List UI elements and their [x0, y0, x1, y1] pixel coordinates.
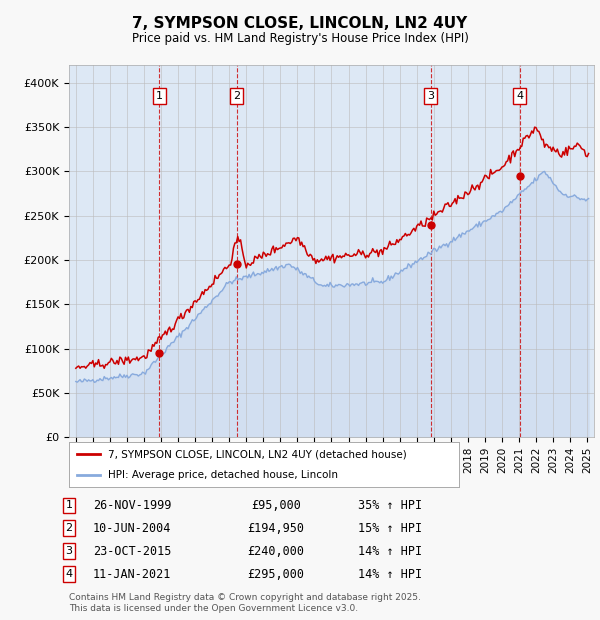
- Text: 3: 3: [427, 91, 434, 101]
- Text: 35% ↑ HPI: 35% ↑ HPI: [358, 499, 422, 511]
- Text: 4: 4: [516, 91, 523, 101]
- Text: 23-OCT-2015: 23-OCT-2015: [93, 545, 171, 557]
- Text: 14% ↑ HPI: 14% ↑ HPI: [358, 568, 422, 580]
- Text: £295,000: £295,000: [248, 568, 305, 580]
- Text: 1: 1: [156, 91, 163, 101]
- Text: Price paid vs. HM Land Registry's House Price Index (HPI): Price paid vs. HM Land Registry's House …: [131, 32, 469, 45]
- Text: 2: 2: [65, 523, 73, 533]
- Text: £194,950: £194,950: [248, 522, 305, 534]
- Text: Contains HM Land Registry data © Crown copyright and database right 2025.
This d: Contains HM Land Registry data © Crown c…: [69, 593, 421, 613]
- Text: 4: 4: [65, 569, 73, 579]
- Text: 7, SYMPSON CLOSE, LINCOLN, LN2 4UY: 7, SYMPSON CLOSE, LINCOLN, LN2 4UY: [133, 16, 467, 30]
- Text: 14% ↑ HPI: 14% ↑ HPI: [358, 545, 422, 557]
- Text: £95,000: £95,000: [251, 499, 301, 511]
- Text: 15% ↑ HPI: 15% ↑ HPI: [358, 522, 422, 534]
- Text: 7, SYMPSON CLOSE, LINCOLN, LN2 4UY (detached house): 7, SYMPSON CLOSE, LINCOLN, LN2 4UY (deta…: [108, 449, 407, 459]
- Text: £240,000: £240,000: [248, 545, 305, 557]
- Text: 26-NOV-1999: 26-NOV-1999: [93, 499, 171, 511]
- Text: 11-JAN-2021: 11-JAN-2021: [93, 568, 171, 580]
- Text: HPI: Average price, detached house, Lincoln: HPI: Average price, detached house, Linc…: [108, 469, 338, 480]
- Text: 2: 2: [233, 91, 240, 101]
- Text: 10-JUN-2004: 10-JUN-2004: [93, 522, 171, 534]
- Text: 3: 3: [65, 546, 73, 556]
- Text: 1: 1: [65, 500, 73, 510]
